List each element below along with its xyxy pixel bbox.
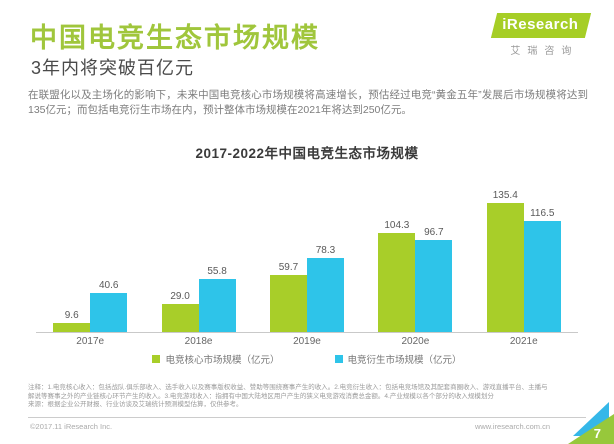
footnote-line-3: 来源：根据企业公开财报、行业访谈及艾瑞统计预测模型估算，仅供参考。 (28, 401, 243, 408)
footer-divider (28, 417, 586, 418)
bar-wrap: 29.0 (161, 291, 199, 332)
bar-wrap: 135.4 (486, 190, 524, 332)
website-url: www.iresearch.com.cn (474, 422, 550, 431)
bar (269, 275, 307, 332)
bar-value-label: 78.3 (315, 244, 336, 256)
legend-swatch-core (152, 355, 161, 363)
bar (53, 322, 91, 332)
bar-chart: 9.6 40.6 29.0 55.8 59.7 78.3 104.3 96.7 135.4 116… (36, 187, 578, 347)
page-subtitle: 3年内将突破百亿元 (31, 58, 195, 78)
x-axis-labels: 2017e 2018e 2019e 2020e 2021e (36, 336, 578, 347)
bar-value-label: 116.5 (530, 208, 555, 220)
bar-value-label: 135.4 (492, 190, 518, 202)
chart-title: 2017-2022年中国电竞生态市场规模 (195, 146, 419, 161)
bar-wrap: 116.5 (523, 208, 561, 332)
bar-wrap: 59.7 (269, 262, 307, 332)
bar-wrap: 55.8 (198, 266, 236, 332)
bar-value-label: 104.3 (384, 219, 410, 231)
chart-plot-area: 9.6 40.6 29.0 55.8 59.7 78.3 104.3 96.7 135.4 116… (36, 187, 578, 333)
bar (523, 221, 561, 332)
x-axis-label: 2018e (184, 336, 213, 347)
legend-label-core: 电竞核心市场规模（亿元） (165, 355, 280, 366)
chart-legend: 电竞核心市场规模（亿元） 电竞衍生市场规模（亿元） (0, 352, 614, 366)
x-axis-label: 2021e (509, 336, 538, 347)
bar (415, 240, 453, 332)
legend-swatch-derivative (334, 355, 343, 363)
bar-value-label: 59.7 (278, 262, 299, 274)
bar (90, 293, 128, 332)
bar-value-label: 29.0 (170, 291, 190, 303)
bar (306, 257, 344, 332)
page-number: 7 (593, 426, 601, 441)
bar-value-label: 9.6 (64, 309, 79, 321)
bar-value-label: 55.8 (207, 266, 227, 277)
logo-brand-cn: 艾瑞咨询 (510, 46, 579, 57)
bar-value-label: 40.6 (98, 280, 119, 292)
iresearch-logo: iResearch 艾瑞咨询 (490, 13, 592, 57)
x-axis-label: 2020e (401, 336, 430, 347)
bar-group: 104.3 96.7 (378, 219, 453, 332)
bar (486, 203, 524, 332)
x-axis-label: 2019e (293, 336, 321, 347)
legend-item-core: 电竞核心市场规模（亿元） (152, 352, 280, 366)
bar-group: 9.6 40.6 (53, 280, 128, 332)
intro-paragraph: 在联盟化以及主场化的影响下，未来中国电竞核心市场规模将高速增长，预估经过电竞“黄… (28, 89, 588, 116)
legend-label-derivative: 电竞衍生市场规模（亿元） (347, 355, 462, 366)
bar-group: 29.0 55.8 (161, 266, 236, 332)
copyright-text: ©2017.11 iResearch Inc. (30, 422, 113, 431)
bar (378, 232, 416, 332)
footnote-line-1: 注释：1.电竞核心收入：包括战队.俱乐部收入、选手收入以及赛事版权收益、赞助等围… (28, 384, 548, 391)
corner-ribbon: 7 (566, 398, 614, 444)
bar-group: 135.4 116.5 (486, 190, 561, 332)
page-title: 中国电竞生态市场规模 (30, 23, 320, 53)
bar-value-label: 96.7 (424, 227, 444, 239)
logo-band: iResearch (490, 13, 592, 38)
bar-group: 59.7 78.3 (269, 244, 344, 332)
legend-item-derivative: 电竞衍生市场规模（亿元） (334, 352, 462, 366)
bar-wrap: 9.6 (53, 309, 91, 332)
bar-wrap: 78.3 (306, 244, 344, 332)
logo-brand-text: iResearch (502, 16, 579, 33)
x-axis-label: 2017e (76, 336, 105, 347)
bar-wrap: 96.7 (415, 227, 453, 332)
bar (161, 304, 199, 332)
bar (198, 279, 236, 332)
corner-triangle-green (568, 414, 614, 444)
bar-wrap: 104.3 (378, 219, 416, 332)
footnote-line-2: 解说等赛事之外的产业链核心环节产生的收入。3.电竞游戏收入：指拥有中国大陆地区用… (28, 392, 494, 400)
bar-wrap: 40.6 (90, 280, 128, 332)
footnotes: 注释：1.电竞核心收入：包括战队.俱乐部收入、选手收入以及赛事版权收益、赞助等围… (28, 384, 586, 410)
